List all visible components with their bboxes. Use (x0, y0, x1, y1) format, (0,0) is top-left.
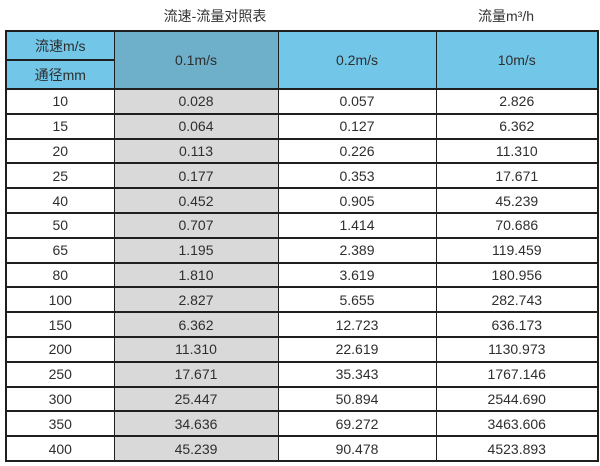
flow-value-cell: 0.452 (113, 187, 279, 214)
flow-value-cell: 1130.973 (435, 335, 599, 363)
flow-value-cell: 35.343 (277, 360, 437, 388)
flow-value-cell: 2544.690 (435, 385, 599, 413)
flow-value-cell: 0.028 (113, 88, 279, 115)
diameter-cell: 25 (5, 162, 115, 190)
diameter-cell: 20 (5, 137, 115, 165)
flow-value-cell: 0.226 (277, 137, 437, 165)
flow-value-cell: 6.362 (435, 112, 599, 140)
diameter-cell: 10 (5, 88, 115, 115)
header-col-0-1ms: 0.1m/s (113, 30, 279, 90)
flow-value-cell: 0.113 (113, 137, 279, 165)
diameter-cell: 40 (5, 187, 115, 214)
header-flow-velocity: 流速m/s (5, 30, 115, 61)
diameter-cell: 250 (5, 360, 115, 388)
flow-value-cell: 3.619 (277, 261, 437, 289)
diameter-cell: 100 (5, 286, 115, 314)
diameter-cell: 350 (5, 410, 115, 438)
flow-value-cell: 45.239 (113, 435, 279, 462)
table-row: 40 0.452 0.905 45.239 (5, 187, 599, 214)
flow-value-cell: 5.655 (277, 286, 437, 314)
diameter-cell: 300 (5, 385, 115, 413)
flow-value-cell: 0.353 (277, 162, 437, 190)
flow-value-cell: 0.064 (113, 112, 279, 140)
table-body: 10 0.028 0.057 2.826 15 0.064 0.127 6.362 20 0.11… (5, 88, 599, 462)
flow-value-cell: 0.177 (113, 162, 279, 190)
diameter-cell: 400 (5, 435, 115, 462)
flow-value-cell: 17.671 (435, 162, 599, 190)
flow-value-cell: 4523.893 (435, 435, 599, 462)
flow-value-cell: 0.057 (277, 88, 437, 115)
diameter-cell: 200 (5, 335, 115, 363)
flow-value-cell: 636.173 (435, 311, 599, 338)
table-row: 250 17.671 35.343 1767.146 (5, 360, 599, 388)
flow-value-cell: 25.447 (113, 385, 279, 413)
flow-value-cell: 50.894 (277, 385, 437, 413)
table-row: 10 0.028 0.057 2.826 (5, 88, 599, 115)
flow-value-cell: 11.310 (435, 137, 599, 165)
table-row: 80 1.810 3.619 180.956 (5, 261, 599, 289)
table-row: 15 0.064 0.127 6.362 (5, 112, 599, 140)
title-bar: 流速-流量对照表 流量m³/h (0, 0, 600, 30)
table-row: 400 45.239 90.478 4523.893 (5, 435, 599, 462)
table-row: 300 25.447 50.894 2544.690 (5, 385, 599, 413)
flow-value-cell: 34.636 (113, 410, 279, 438)
flow-value-cell: 2.826 (435, 88, 599, 115)
table-title: 流速-流量对照表 (163, 8, 267, 24)
table-row: 20 0.113 0.226 11.310 (5, 137, 599, 165)
flow-value-cell: 70.686 (435, 211, 599, 239)
flow-value-cell: 1.414 (277, 211, 437, 239)
flow-value-cell: 2.389 (277, 236, 437, 264)
header-col-10ms: 10m/s (435, 30, 599, 90)
flow-value-cell: 17.671 (113, 360, 279, 388)
flow-value-cell: 0.127 (277, 112, 437, 140)
flow-value-cell: 0.707 (113, 211, 279, 239)
table-row: 100 2.827 5.655 282.743 (5, 286, 599, 314)
flow-value-cell: 3463.606 (435, 410, 599, 438)
table-row: 150 6.362 12.723 636.173 (5, 311, 599, 338)
flow-value-cell: 90.478 (277, 435, 437, 462)
flow-value-cell: 1767.146 (435, 360, 599, 388)
header-col-0-2ms: 0.2m/s (277, 30, 437, 90)
table-row: 25 0.177 0.353 17.671 (5, 162, 599, 190)
table-row: 50 0.707 1.414 70.686 (5, 211, 599, 239)
flow-value-cell: 22.619 (277, 335, 437, 363)
diameter-cell: 150 (5, 311, 115, 338)
flow-unit-label: 流量m³/h (478, 8, 534, 24)
flow-value-cell: 282.743 (435, 286, 599, 314)
table-header: 流速m/s 0.1m/s 0.2m/s 10m/s 通径mm (5, 30, 599, 90)
flow-value-cell: 12.723 (277, 311, 437, 338)
flow-value-cell: 1.810 (113, 261, 279, 289)
table-row: 65 1.195 2.389 119.459 (5, 236, 599, 264)
flow-value-cell: 6.362 (113, 311, 279, 338)
flow-value-cell: 11.310 (113, 335, 279, 363)
flow-value-cell: 1.195 (113, 236, 279, 264)
flow-value-cell: 119.459 (435, 236, 599, 264)
flow-value-cell: 2.827 (113, 286, 279, 314)
diameter-cell: 50 (5, 211, 115, 239)
header-diameter: 通径mm (5, 59, 115, 90)
diameter-cell: 80 (5, 261, 115, 289)
diameter-cell: 65 (5, 236, 115, 264)
flow-value-cell: 0.905 (277, 187, 437, 214)
flow-value-cell: 180.956 (435, 261, 599, 289)
diameter-cell: 15 (5, 112, 115, 140)
flow-conversion-table: 流速m/s 0.1m/s 0.2m/s 10m/s 通径mm 10 0.028 0.… (5, 30, 599, 462)
table-row: 200 11.310 22.619 1130.973 (5, 335, 599, 363)
flow-value-cell: 69.272 (277, 410, 437, 438)
flow-value-cell: 45.239 (435, 187, 599, 214)
table-row: 350 34.636 69.272 3463.606 (5, 410, 599, 438)
